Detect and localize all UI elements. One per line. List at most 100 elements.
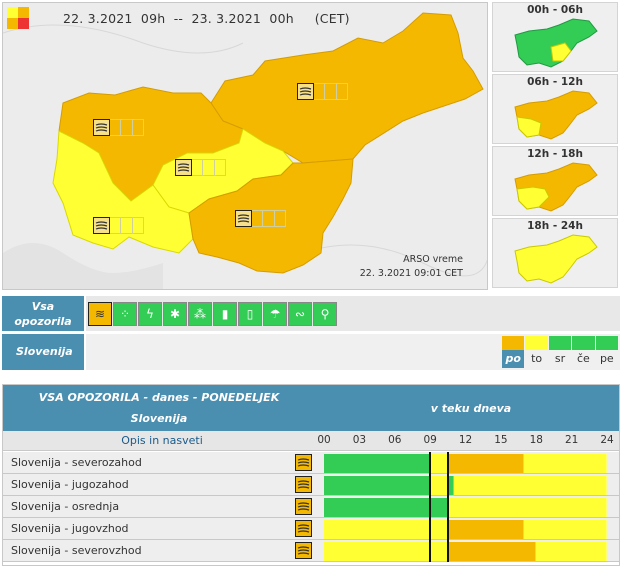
thunderstorm-icon[interactable]: ϟ xyxy=(138,301,162,326)
mini-map-18-24[interactable]: 18h - 24h xyxy=(492,218,618,288)
hour-label: 18 xyxy=(529,434,543,446)
description-header-link[interactable]: Opis in nasveti xyxy=(121,434,203,447)
map-credit: ARSO vreme 22. 3.2021 09:01 CET xyxy=(360,253,463,281)
low-temperature-icon[interactable]: ▯ xyxy=(238,301,262,326)
mini-map-label: 12h - 18h xyxy=(527,148,583,160)
wind-icon[interactable] xyxy=(295,542,312,559)
mini-map-shape xyxy=(514,90,598,140)
region-name: Slovenija - severozahod xyxy=(11,456,142,469)
row-timeline xyxy=(324,520,607,539)
day-4[interactable]: pe xyxy=(595,336,619,368)
mini-map-06-12[interactable]: 06h - 12h xyxy=(492,74,618,144)
mini-map-shape xyxy=(514,234,598,284)
mini-map-label: 18h - 24h xyxy=(527,220,583,232)
map-wind-warning-osrednja[interactable] xyxy=(175,159,226,176)
mini-map-shape xyxy=(514,162,598,212)
timeline-segment xyxy=(447,454,525,473)
warning-map[interactable]: 22. 3.2021 09h -- 23. 3.2021 00h (CET) A… xyxy=(2,2,488,290)
current-time-marker xyxy=(429,518,432,540)
wind-icon xyxy=(235,210,252,227)
hour-label: 00 xyxy=(317,434,331,446)
hour-label: 12 xyxy=(458,434,473,446)
timeline-segment xyxy=(447,520,525,539)
timeline-segment xyxy=(324,476,431,495)
mini-map-00-06[interactable]: 00h - 06h xyxy=(492,2,618,72)
wind-icon xyxy=(297,83,314,100)
all-warnings-label-line2: opozorila xyxy=(14,315,72,328)
hour-label: 24 xyxy=(600,434,614,446)
day-abbr: po xyxy=(502,350,525,368)
timeline-segment xyxy=(324,454,431,473)
fog-icon[interactable]: ∾ xyxy=(288,301,312,326)
region-name: Slovenija - osrednja xyxy=(11,500,120,513)
mini-map-12-18[interactable]: 12h - 18h xyxy=(492,146,618,216)
region-name: Slovenija - jugozahod xyxy=(11,478,129,491)
hour-label: 15 xyxy=(494,434,508,446)
map-wind-warning-severovzhod[interactable] xyxy=(297,83,348,100)
region-jugozahod[interactable] xyxy=(52,130,194,254)
timeline-title: v teku dneva xyxy=(430,402,512,415)
timeline-segment xyxy=(447,476,454,495)
day-1[interactable]: to xyxy=(525,336,548,368)
timeline-segment xyxy=(430,454,448,473)
table-header: VSA OPOZORILA - danes - PONEDELJEK Slove… xyxy=(3,385,619,431)
rain-icon[interactable]: ⁘ xyxy=(113,301,137,326)
table-row[interactable]: Slovenija - severovzhod xyxy=(3,540,619,562)
high-temperature-icon[interactable]: ▮ xyxy=(213,301,237,326)
wind-icon xyxy=(93,119,110,136)
current-time-marker xyxy=(429,540,432,562)
table-row[interactable]: Slovenija - jugovzhod xyxy=(3,518,619,540)
snow-icon[interactable]: ✱ xyxy=(163,301,187,326)
timeline-segment xyxy=(430,476,448,495)
day-color-swatch xyxy=(525,336,548,350)
day-color-swatch xyxy=(502,336,525,350)
coastal-event-icon[interactable]: ☂ xyxy=(263,301,287,326)
hour-label: 06 xyxy=(388,434,402,446)
row-timeline xyxy=(324,542,607,561)
hour-label: 21 xyxy=(564,434,579,446)
current-time-marker xyxy=(446,540,449,562)
table-row[interactable]: Slovenija - jugozahod xyxy=(3,474,619,496)
day-2[interactable]: sr xyxy=(548,336,572,368)
wind-icon[interactable] xyxy=(295,520,312,537)
wind-icon[interactable]: ≋ xyxy=(88,301,112,326)
day-color-swatch xyxy=(572,336,595,350)
day-0[interactable]: po xyxy=(502,336,525,368)
wind-icon[interactable] xyxy=(295,476,312,493)
credit-timestamp: 22. 3.2021 09:01 CET xyxy=(359,268,463,279)
wind-icon xyxy=(175,159,192,176)
warnings-table: VSA OPOZORILA - danes - PONEDELJEK Slove… xyxy=(2,384,620,566)
current-time-marker xyxy=(429,474,432,496)
day-abbr: sr xyxy=(554,352,566,365)
row-timeline xyxy=(324,498,607,517)
region-name: Slovenija - jugovzhod xyxy=(11,522,129,535)
map-date-range: 22. 3.2021 09h -- 23. 3.2021 00h (CET) xyxy=(63,11,350,26)
current-time-marker xyxy=(446,474,449,496)
current-time-marker xyxy=(446,496,449,518)
mini-map-shape xyxy=(514,18,598,68)
row-timeline xyxy=(324,454,607,473)
region-label[interactable]: Slovenija xyxy=(2,334,84,370)
table-subheader: Opis in nasveti 00 03 06 09 12 15 18 21 24 xyxy=(3,431,619,451)
wind-icon[interactable] xyxy=(295,498,312,515)
forest-fire-icon[interactable]: ⚲ xyxy=(313,301,337,326)
table-row[interactable]: Slovenija - osrednja xyxy=(3,496,619,518)
snow-rain-icon[interactable]: ⁂ xyxy=(188,301,212,326)
timeline-segment xyxy=(524,454,607,473)
map-wind-warning-severozahod[interactable] xyxy=(93,119,144,136)
table-row[interactable]: Slovenija - severozahod xyxy=(3,452,619,474)
map-wind-warning-jugozahod[interactable] xyxy=(93,217,144,234)
day-abbr: pe xyxy=(599,352,614,365)
credit-source: ARSO vreme xyxy=(403,254,463,265)
mini-map-label: 00h - 06h xyxy=(527,4,583,16)
day-color-swatch xyxy=(548,336,572,350)
timeline-segment xyxy=(524,520,607,539)
day-3[interactable]: če xyxy=(572,336,595,368)
hour-label: 03 xyxy=(352,434,367,446)
level-legend-swatch xyxy=(7,7,29,29)
region-jugovzhod[interactable] xyxy=(188,158,354,274)
wind-icon[interactable] xyxy=(295,454,312,471)
map-wind-warning-jugovzhod[interactable] xyxy=(235,210,286,227)
all-warnings-label[interactable]: Vsa opozorila xyxy=(2,296,84,331)
timeline-segment xyxy=(453,476,607,495)
